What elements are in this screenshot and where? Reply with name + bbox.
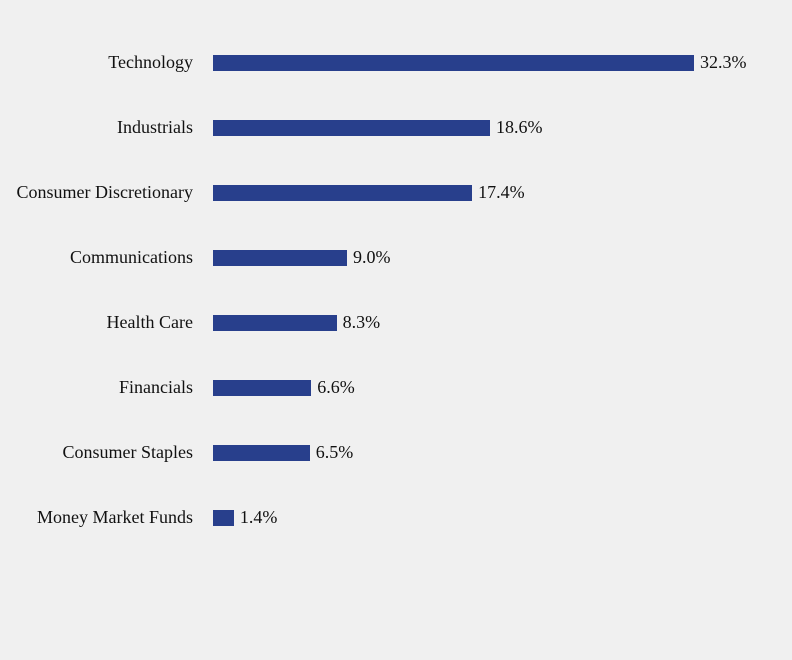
bar-area: 6.6% (213, 377, 355, 398)
bar (213, 444, 310, 461)
value-label: 8.3% (342, 312, 381, 332)
bar (213, 54, 694, 71)
bar-area: 17.4% (213, 182, 525, 203)
bar-area: 9.0% (213, 247, 391, 268)
category-label: Health Care (106, 312, 193, 332)
value-label: 32.3% (699, 52, 747, 72)
chart-row: Technology 32.3% (0, 30, 792, 95)
category-label: Money Market Funds (37, 507, 193, 527)
bar (213, 249, 347, 266)
value-label: 1.4% (239, 507, 278, 527)
chart-row: Communications 9.0% (0, 225, 792, 290)
value-label: 17.4% (478, 182, 525, 202)
sector-allocation-bar-chart: Technology 32.3% Industrials 18.6% Consumer … (0, 30, 792, 550)
chart-row: Money Market Funds 1.4% (0, 485, 792, 550)
category-label: Financials (119, 377, 193, 397)
bar-area: 8.3% (213, 312, 380, 333)
category-label: Consumer Staples (62, 442, 194, 462)
bar (213, 314, 337, 331)
bar-area: 18.6% (213, 117, 542, 138)
category-label: Technology (108, 52, 193, 72)
bar-area: 1.4% (213, 507, 277, 528)
bar (213, 509, 234, 526)
chart-row: Consumer Discretionary 17.4% (0, 160, 792, 225)
chart-row: Financials 6.6% (0, 355, 792, 420)
value-label: 6.5% (315, 442, 354, 462)
value-label: 18.6% (495, 117, 543, 137)
bar-area: 32.3% (213, 52, 746, 73)
value-label: 6.6% (317, 377, 355, 397)
value-label: 9.0% (353, 247, 391, 267)
category-label: Consumer Discretionary (16, 182, 193, 202)
bar (213, 119, 490, 136)
category-label: Communications (70, 247, 193, 267)
bar (213, 379, 312, 396)
bar-area: 6.5% (213, 442, 353, 463)
chart-row: Industrials 18.6% (0, 95, 792, 160)
chart-row: Consumer Staples 6.5% (0, 420, 792, 485)
chart-row: Health Care 8.3% (0, 290, 792, 355)
category-label: Industrials (117, 117, 193, 137)
bar (213, 184, 473, 201)
